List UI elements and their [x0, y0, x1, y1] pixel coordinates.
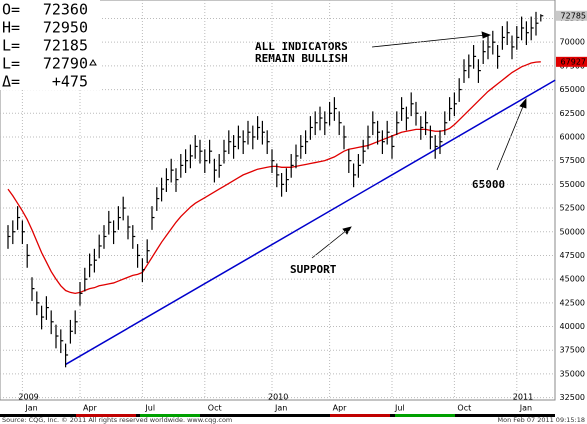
readout-value: +475 [52, 73, 88, 91]
x-tick-label: Jan [274, 404, 287, 413]
x-tick-label: Jul [144, 404, 155, 413]
y-tick-label: 70000 [560, 38, 585, 47]
readout-value: 72790 [43, 55, 88, 73]
readout-value: 72950 [43, 19, 88, 37]
readout-key: L= [2, 37, 20, 55]
annotation: REMAIN BULLISH [255, 52, 348, 65]
ma-value-box [556, 56, 587, 67]
x-tick-label: Oct [457, 404, 471, 413]
y-tick-label: 42500 [560, 298, 585, 307]
readout-value: 72360 [43, 1, 88, 19]
support-line [65, 79, 556, 366]
y-tick-label: 45000 [560, 275, 585, 284]
x-tick-label: Apr [83, 404, 98, 413]
last-price: 72785 [561, 11, 586, 20]
y-tick-label: 35000 [560, 369, 585, 378]
y-tick-label: 55000 [560, 180, 585, 189]
x-tick-label: Jan [24, 404, 37, 413]
x-tick-label: Jul [394, 404, 405, 413]
y-tick-label: 40000 [560, 322, 585, 331]
y-tick-label: 52500 [560, 204, 585, 213]
source: Source: CQG, Inc. © 2011 All rights rese… [2, 416, 232, 424]
annotation: SUPPORT [290, 263, 337, 276]
y-tick-label: 60000 [560, 132, 585, 141]
annotation: 65000 [472, 178, 505, 191]
readout-key: L= [2, 55, 20, 73]
moving-average [7, 61, 541, 295]
timestamp: Mon Feb 07 2011 09:15:18 [498, 416, 585, 424]
x-tick-label: Apr [333, 404, 348, 413]
ma-value: 67927 [561, 57, 586, 66]
year-label: 2011 [513, 393, 533, 402]
y-tick-label: 65000 [560, 85, 585, 94]
readout-bg [0, 0, 100, 90]
time-strip [0, 414, 555, 417]
y-tick-label: 47500 [560, 251, 585, 260]
y-tick-label: 50000 [560, 227, 585, 236]
last-marker [89, 59, 97, 66]
readout-key: O= [2, 1, 20, 19]
year-label: 2010 [268, 393, 288, 402]
y-tick-label: 62500 [560, 109, 585, 118]
y-tick-label: 37500 [560, 346, 585, 355]
readout-key: H= [2, 19, 20, 37]
readout-value: 72185 [43, 37, 88, 55]
y-tick-label: 32500 [560, 393, 585, 402]
last-price-box [556, 10, 587, 21]
readout-key: Δ= [2, 73, 20, 91]
year-label: 2009 [18, 393, 38, 402]
x-tick-label: Jan [519, 404, 532, 413]
annotation: ALL INDICATORS [255, 40, 348, 53]
x-tick-label: Oct [208, 404, 222, 413]
y-tick-label: 57500 [560, 156, 585, 165]
